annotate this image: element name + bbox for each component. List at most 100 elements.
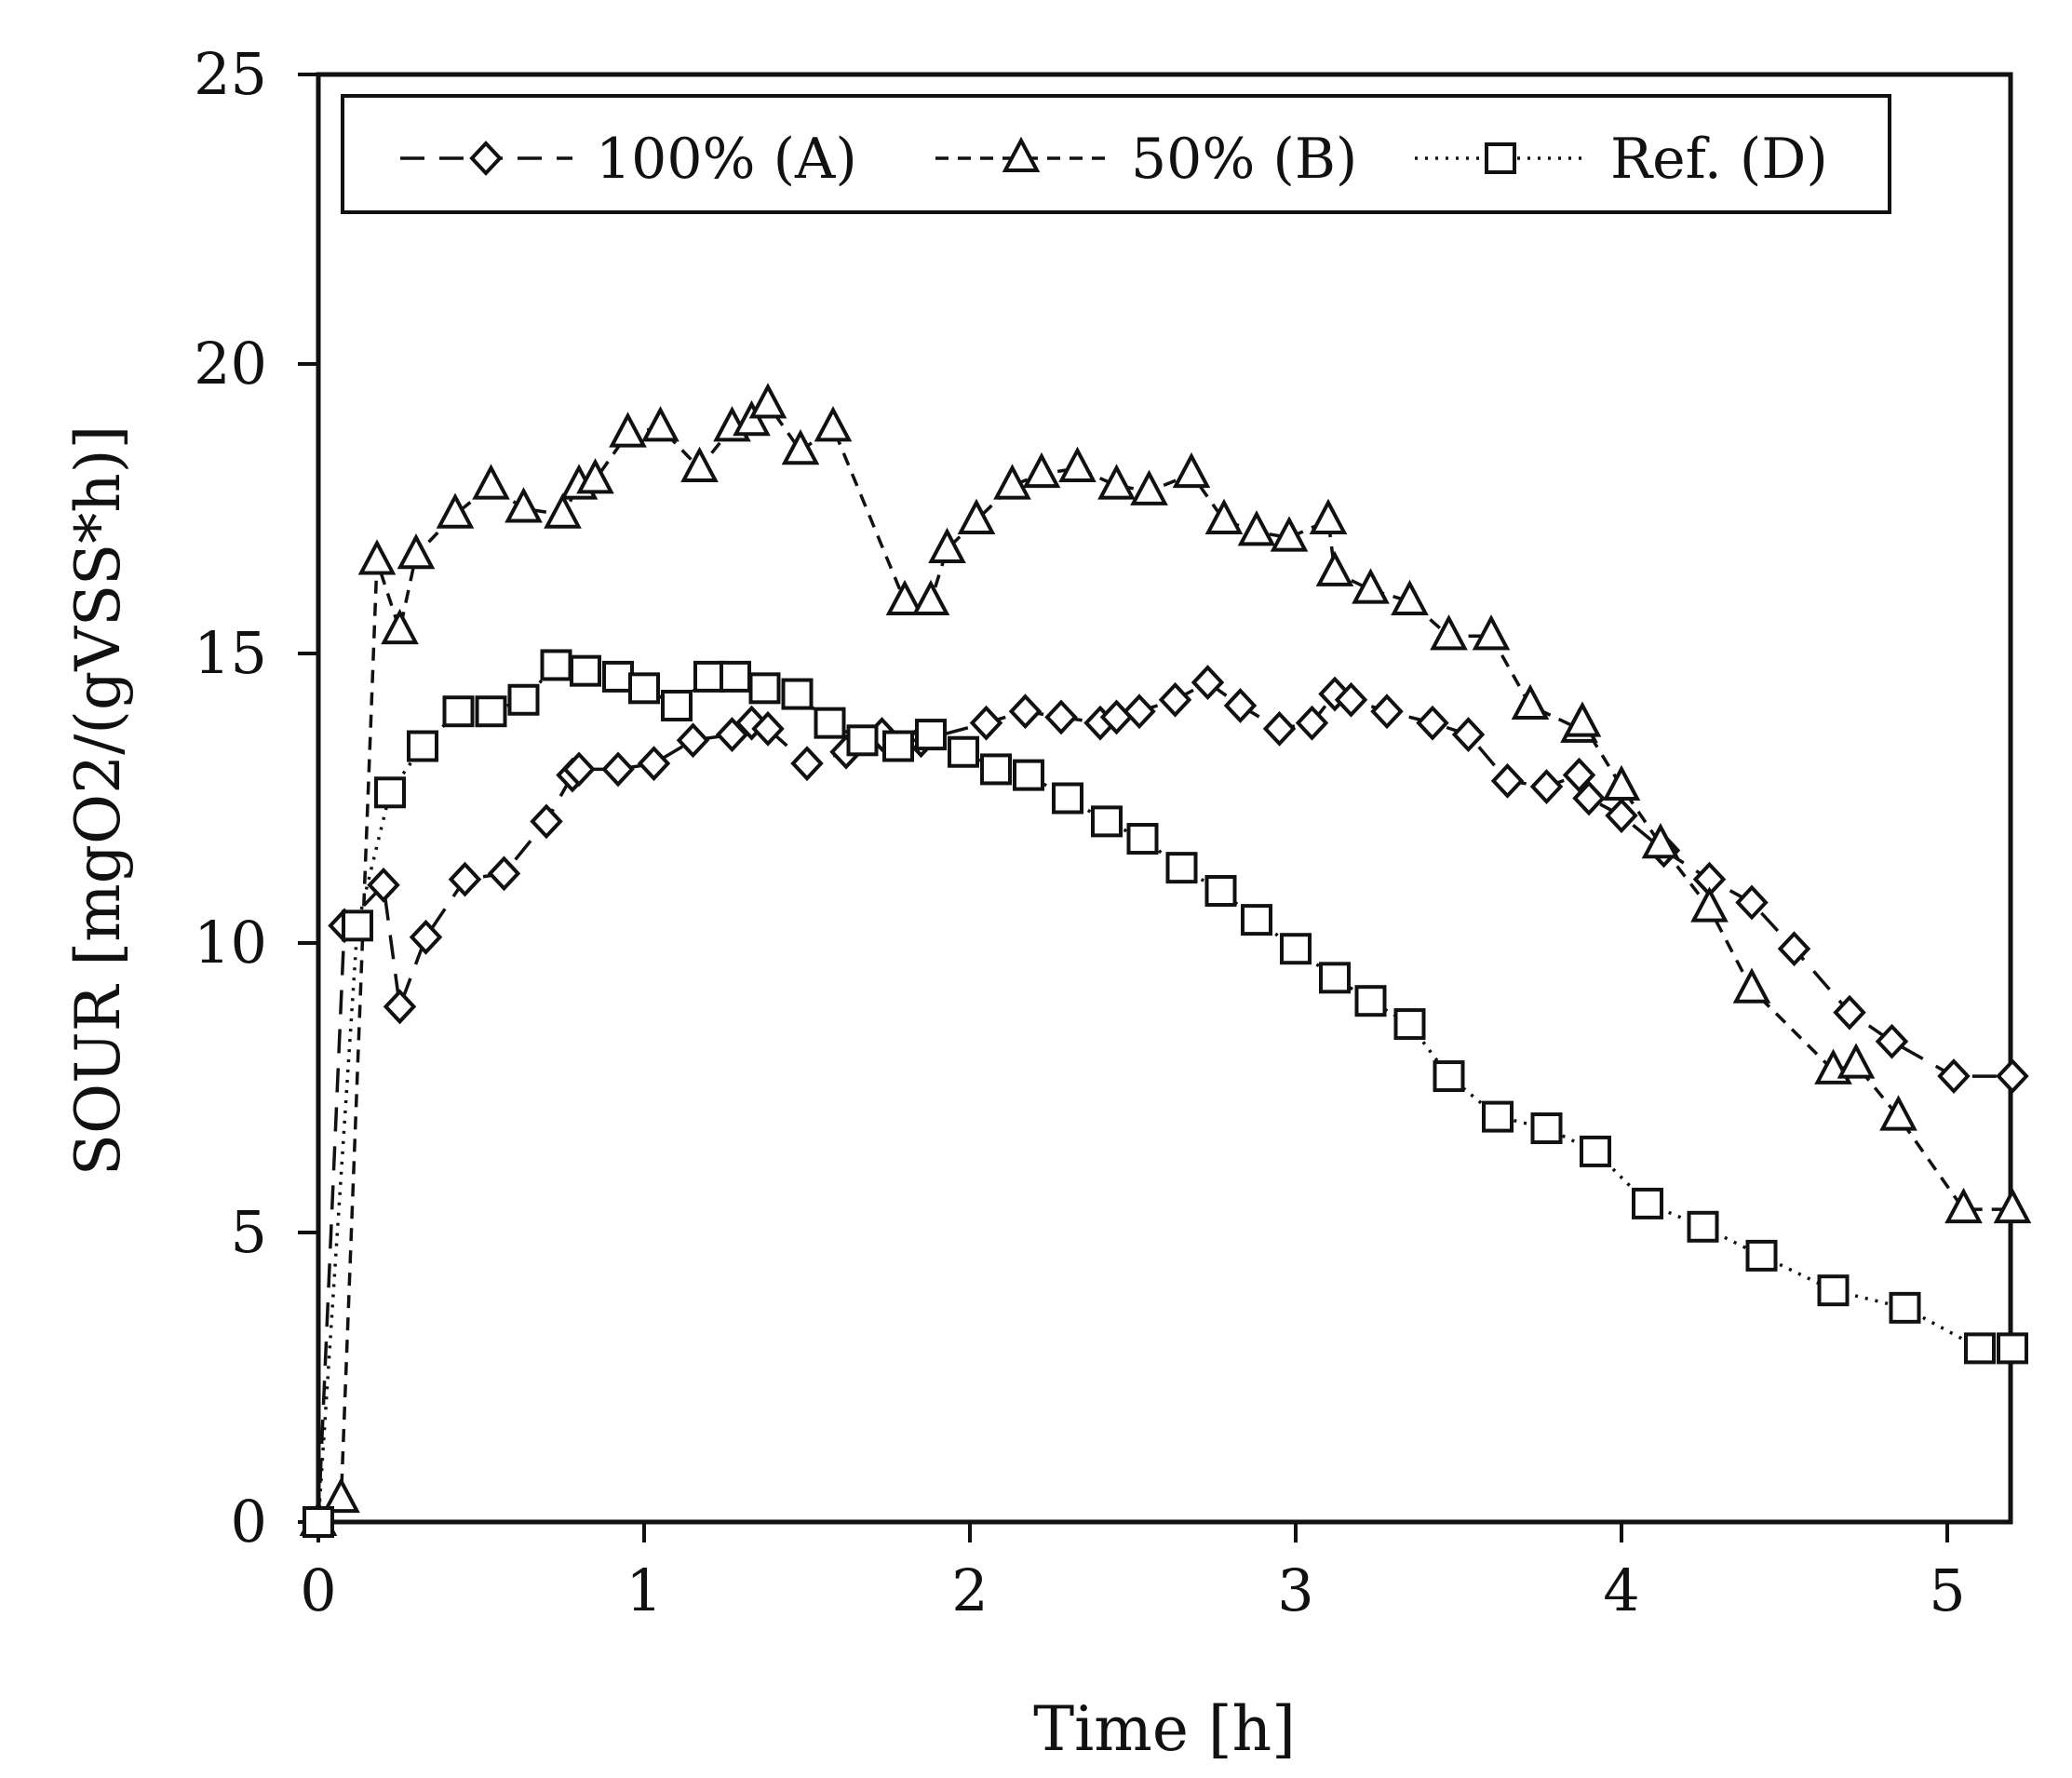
- legend-box: [341, 94, 1891, 214]
- data-point: [544, 492, 582, 529]
- x-tick-label: 3: [1277, 1556, 1313, 1624]
- data-point: [1008, 694, 1043, 730]
- data-point: [1996, 1058, 2029, 1094]
- data-point: [1013, 759, 1044, 791]
- data-point: [322, 1476, 360, 1514]
- data-point: [1605, 798, 1638, 834]
- data-point: [1964, 1332, 1996, 1365]
- data-point: [1580, 1135, 1611, 1167]
- data-point: [1482, 1100, 1514, 1133]
- data-point: [911, 579, 950, 616]
- data-point: [1319, 962, 1351, 994]
- data-point: [1875, 1023, 1909, 1059]
- data-point: [601, 751, 635, 788]
- data-point: [1430, 614, 1468, 651]
- data-point: [1690, 886, 1729, 923]
- data-point: [436, 492, 475, 529]
- data-point: [814, 406, 853, 442]
- data-point: [957, 498, 996, 534]
- series-line: [316, 680, 2012, 1523]
- legend-marker: [1485, 142, 1516, 174]
- data-point: [487, 855, 521, 892]
- data-point: [1315, 550, 1354, 586]
- data-point: [928, 527, 966, 564]
- x-tick-label: 4: [1603, 1556, 1639, 1624]
- data-point: [1270, 516, 1309, 552]
- data-point: [1944, 1187, 1983, 1224]
- data-point: [1602, 764, 1641, 801]
- data-point: [661, 689, 693, 721]
- data-point: [1472, 614, 1511, 651]
- data-point: [1354, 985, 1387, 1017]
- data-point: [1091, 805, 1123, 838]
- data-point: [1022, 451, 1061, 489]
- data-point: [1641, 822, 1680, 859]
- data-point: [637, 746, 671, 782]
- axes: 0 1 2 3 4 5 0 5 10 15 20 25: [194, 40, 1966, 1624]
- series-1: [302, 665, 2029, 1540]
- data-point: [1530, 1112, 1563, 1145]
- data-point: [570, 654, 601, 687]
- y-tick-label: 25: [194, 40, 267, 108]
- data-point: [1732, 967, 1771, 1003]
- y-tick-label: 15: [194, 619, 267, 687]
- plot-frame: [316, 72, 2013, 1525]
- data-point: [751, 710, 785, 747]
- data-point: [1172, 451, 1211, 489]
- data-point: [1158, 681, 1192, 718]
- x-tick-label: 2: [951, 1556, 988, 1624]
- data-point: [680, 446, 719, 482]
- data-point: [733, 399, 771, 437]
- data-point: [505, 487, 543, 523]
- data-point: [1295, 705, 1329, 741]
- data-point: [407, 730, 438, 762]
- data-point: [882, 730, 914, 762]
- data-point: [1777, 931, 1811, 967]
- data-point: [1572, 780, 1606, 816]
- y-tick-label: 20: [194, 330, 267, 397]
- y-tick-label: 5: [231, 1198, 267, 1266]
- legend-entry: 50% (B): [935, 127, 1357, 192]
- legend-entry: Ref. (D): [1415, 127, 1828, 192]
- legend-label: 50% (B): [1131, 127, 1357, 192]
- data-point: [628, 672, 660, 705]
- data-point: [1370, 694, 1404, 730]
- data-point: [1058, 446, 1097, 482]
- data-point: [1334, 681, 1368, 718]
- data-point: [1451, 717, 1486, 753]
- legend-entries: 100% (A) 50% (B) Ref. (D): [400, 127, 1828, 192]
- legend-marker: [1002, 136, 1041, 172]
- data-point: [1204, 498, 1244, 534]
- data-point: [381, 608, 419, 645]
- data-point: [885, 579, 924, 616]
- data-point: [693, 660, 725, 693]
- data-point: [814, 707, 846, 739]
- data-point: [1280, 933, 1312, 965]
- legend: 100% (A) 50% (B) Ref. (D): [341, 94, 1891, 214]
- data-point: [1687, 1210, 1719, 1243]
- data-point: [1241, 904, 1272, 936]
- data-point: [442, 695, 475, 728]
- data-point: [1309, 498, 1348, 534]
- data-point: [1123, 694, 1156, 730]
- data-point: [475, 695, 507, 728]
- data-point: [1433, 1060, 1465, 1093]
- data-point: [1237, 510, 1276, 546]
- data-point: [1879, 1095, 1917, 1131]
- legend-marker: [469, 141, 503, 176]
- y-tick-label: 10: [194, 909, 267, 977]
- legend-label: 100% (A): [596, 127, 857, 192]
- data-point: [383, 989, 417, 1025]
- data-point: [540, 649, 572, 681]
- data-point: [781, 429, 820, 465]
- data-point: [748, 672, 781, 705]
- x-tick-label: 5: [1929, 1556, 1965, 1624]
- data-point: [1391, 579, 1429, 616]
- y-tick-label: 0: [231, 1488, 267, 1556]
- data-point: [472, 464, 510, 500]
- data-point: [1745, 1239, 1778, 1272]
- data-point: [969, 705, 1003, 741]
- data-point: [1837, 1043, 1876, 1079]
- data-point: [1632, 1187, 1663, 1219]
- data-point: [1889, 1291, 1921, 1324]
